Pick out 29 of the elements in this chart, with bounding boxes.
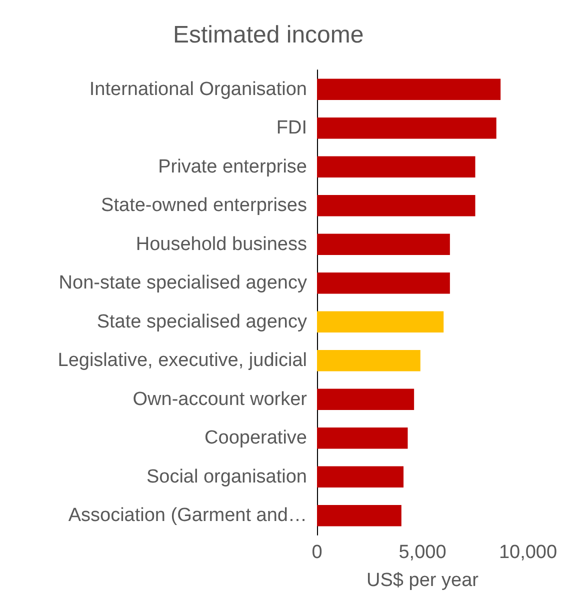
bar bbox=[317, 466, 404, 488]
bar bbox=[317, 311, 444, 333]
x-tick-label: 5,000 bbox=[398, 542, 446, 563]
y-tick-label: FDI bbox=[276, 118, 307, 139]
bar bbox=[317, 504, 402, 526]
y-tick-label: International Organisation bbox=[89, 78, 307, 100]
y-tick-label: State specialised agency bbox=[96, 311, 308, 332]
y-tick-label: State-owned enterprises bbox=[101, 195, 307, 216]
bar bbox=[317, 388, 414, 410]
bar bbox=[317, 78, 501, 100]
bar bbox=[317, 156, 476, 178]
bar bbox=[317, 117, 496, 139]
bar bbox=[317, 194, 476, 216]
x-axis-title: US$ per year bbox=[366, 570, 480, 591]
x-tick-label: 0 bbox=[312, 542, 322, 563]
y-tick-label: Own-account worker bbox=[132, 388, 308, 410]
x-tick-label: 10,000 bbox=[498, 542, 558, 563]
chart-title: Estimated income bbox=[173, 22, 364, 48]
y-tick-label: Association (Garment and… bbox=[68, 505, 307, 526]
bar bbox=[317, 350, 420, 372]
y-tick-label: Private enterprise bbox=[158, 156, 307, 178]
y-tick-label: Legislative, executive, judicial bbox=[58, 350, 307, 372]
bar bbox=[317, 234, 450, 256]
bar bbox=[317, 427, 408, 449]
y-tick-label: Household business bbox=[136, 234, 307, 255]
y-tick-label: Social organisation bbox=[146, 466, 307, 488]
y-tick-label: Non-state specialised agency bbox=[58, 272, 308, 294]
y-tick-label: Cooperative bbox=[204, 428, 307, 449]
bar bbox=[317, 272, 450, 294]
